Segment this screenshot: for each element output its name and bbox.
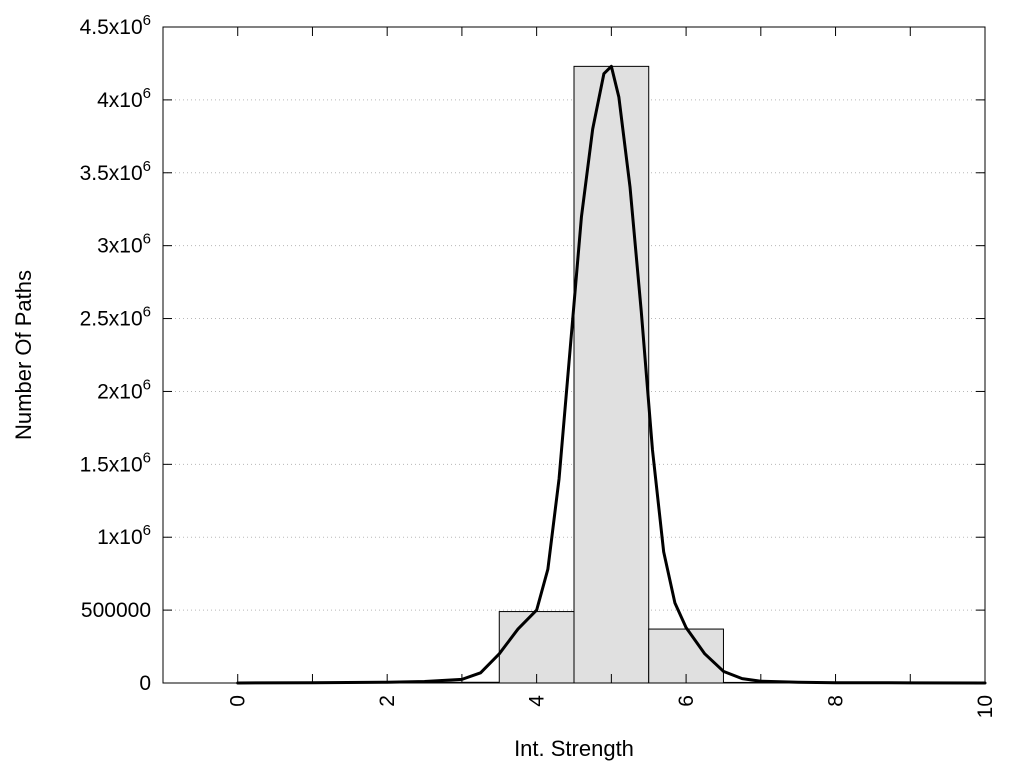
x-tick-labels: 0 2 4 6 8 10 — [227, 695, 997, 719]
histogram-bar — [573, 65, 650, 684]
fit-curve — [236, 64, 987, 685]
fit-curve-layer — [236, 64, 987, 685]
ticks — [163, 26, 986, 684]
x-tick-label: 8 — [825, 695, 848, 707]
histogram-bar — [498, 611, 575, 684]
y-tick-label: 3.5x106 — [80, 158, 151, 185]
y-tick-label: 1x106 — [97, 522, 151, 549]
x-tick-label: 0 — [227, 695, 250, 707]
y-tick-label: 2x106 — [97, 376, 151, 403]
y-tick-label: 0 — [139, 672, 151, 695]
y-tick-label: 4.5x106 — [80, 12, 151, 39]
x-tick-label: 4 — [526, 695, 549, 707]
y-tick-label: 4x106 — [97, 85, 151, 112]
y-axis-title: Number Of Paths — [11, 270, 36, 440]
y-tick-label: 500000 — [81, 599, 151, 622]
bars — [424, 65, 799, 684]
y-tick-label: 2.5x106 — [80, 304, 151, 331]
x-tick-label: 2 — [376, 695, 399, 707]
y-tick-labels: 0 500000 1x106 1.5x106 2x106 2.5x106 3x106 3.5x… — [80, 12, 151, 695]
y-tick-label: 1.5x106 — [80, 449, 151, 476]
y-tick-label: 3x106 — [97, 231, 151, 258]
x-axis-title: Int. Strength — [514, 736, 634, 761]
x-tick-label: 10 — [974, 695, 997, 718]
plot-frame — [162, 26, 986, 684]
x-tick-label: 6 — [675, 695, 698, 707]
